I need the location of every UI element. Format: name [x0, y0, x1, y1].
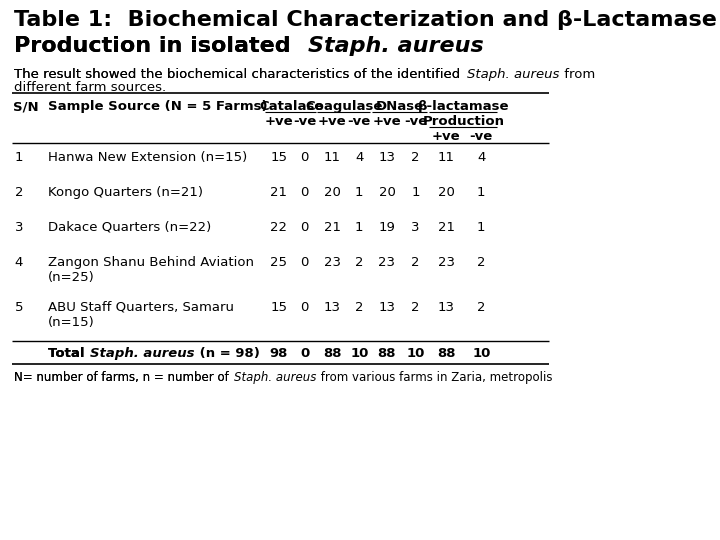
Text: 20: 20 — [323, 186, 341, 199]
Text: Total: Total — [48, 347, 89, 360]
Text: Staph. aureus: Staph. aureus — [308, 36, 484, 56]
Text: 0: 0 — [300, 301, 309, 314]
Text: N= number of farms, n = number of: N= number of farms, n = number of — [14, 371, 233, 384]
Text: 1: 1 — [477, 221, 485, 234]
Text: 21: 21 — [323, 221, 341, 234]
Text: 15: 15 — [270, 151, 287, 164]
Text: 2: 2 — [355, 301, 364, 314]
Text: 4: 4 — [15, 256, 23, 269]
Text: 0: 0 — [300, 347, 310, 360]
Text: 2: 2 — [355, 256, 364, 269]
Text: 88: 88 — [437, 347, 456, 360]
Text: 19: 19 — [379, 221, 395, 234]
Text: Sample Source (N = 5 Farms): Sample Source (N = 5 Farms) — [48, 100, 268, 113]
Text: 0: 0 — [300, 256, 309, 269]
Text: 23: 23 — [379, 256, 395, 269]
Text: Dakace Quarters (n=22): Dakace Quarters (n=22) — [48, 221, 212, 234]
Text: 1: 1 — [15, 151, 23, 164]
Text: 4: 4 — [477, 151, 485, 164]
Text: -ve: -ve — [404, 115, 427, 128]
Text: +ve: +ve — [373, 115, 401, 128]
Text: 2: 2 — [15, 186, 23, 199]
Text: 1: 1 — [355, 186, 364, 199]
Text: Production: Production — [423, 115, 505, 128]
Text: Production in isolated: Production in isolated — [14, 36, 306, 56]
Text: 88: 88 — [323, 347, 341, 360]
Text: -ve: -ve — [469, 130, 493, 143]
Text: 2: 2 — [411, 301, 420, 314]
Text: -ve: -ve — [348, 115, 371, 128]
Text: 1: 1 — [411, 186, 420, 199]
Text: 25: 25 — [270, 256, 287, 269]
Text: Staph. aureus: Staph. aureus — [234, 371, 316, 384]
Text: 20: 20 — [379, 186, 395, 199]
Text: 13: 13 — [379, 301, 395, 314]
Text: 0: 0 — [300, 151, 309, 164]
Text: ABU Staff Quarters, Samaru
(n=15): ABU Staff Quarters, Samaru (n=15) — [48, 301, 234, 329]
Text: Staph. aureus: Staph. aureus — [467, 68, 559, 81]
Text: 0: 0 — [300, 186, 309, 199]
Text: +ve: +ve — [318, 115, 346, 128]
Text: 3: 3 — [15, 221, 23, 234]
Text: 13: 13 — [438, 301, 455, 314]
Text: S/N: S/N — [13, 100, 39, 113]
Text: 0: 0 — [300, 221, 309, 234]
Text: 13: 13 — [323, 301, 341, 314]
Text: DNase: DNase — [376, 100, 424, 113]
Text: The result showed the biochemical characteristics of the identified: The result showed the biochemical charac… — [14, 68, 464, 81]
Text: -ve: -ve — [293, 115, 316, 128]
Text: Production in isolated: Production in isolated — [14, 36, 306, 56]
Text: 21: 21 — [438, 221, 455, 234]
Text: 98: 98 — [269, 347, 288, 360]
Text: 20: 20 — [438, 186, 454, 199]
Text: from various farms in Zaria, metropolis: from various farms in Zaria, metropolis — [317, 371, 552, 384]
Text: 2: 2 — [411, 256, 420, 269]
Text: Kongo Quarters (n=21): Kongo Quarters (n=21) — [48, 186, 203, 199]
Text: β-lactamase: β-lactamase — [418, 100, 510, 113]
Text: 10: 10 — [406, 347, 425, 360]
Text: 2: 2 — [411, 151, 420, 164]
Text: +ve: +ve — [432, 130, 461, 143]
Text: Zangon Shanu Behind Aviation
(n=25): Zangon Shanu Behind Aviation (n=25) — [48, 256, 254, 284]
Text: +ve: +ve — [264, 115, 293, 128]
Text: Table 1:  Biochemical Characterization and β-Lactamase: Table 1: Biochemical Characterization an… — [14, 10, 717, 30]
Text: 1: 1 — [355, 221, 364, 234]
Text: 23: 23 — [323, 256, 341, 269]
Text: Staph. aureus: Staph. aureus — [90, 347, 194, 360]
Text: from: from — [560, 68, 595, 81]
Text: Hanwa New Extension (n=15): Hanwa New Extension (n=15) — [48, 151, 248, 164]
Text: 1: 1 — [477, 186, 485, 199]
Text: 10: 10 — [350, 347, 369, 360]
Text: 5: 5 — [15, 301, 23, 314]
Text: Catalase: Catalase — [259, 100, 323, 113]
Text: 15: 15 — [270, 301, 287, 314]
Text: 3: 3 — [411, 221, 420, 234]
Text: different farm sources.: different farm sources. — [14, 81, 166, 94]
Text: Coagulase: Coagulase — [306, 100, 383, 113]
Text: 22: 22 — [270, 221, 287, 234]
Text: (n = 98): (n = 98) — [195, 347, 260, 360]
Text: 2: 2 — [477, 301, 485, 314]
Text: 88: 88 — [378, 347, 396, 360]
Text: 10: 10 — [472, 347, 490, 360]
Text: 13: 13 — [379, 151, 395, 164]
Text: N= number of farms, n = number of: N= number of farms, n = number of — [14, 371, 233, 384]
Text: 23: 23 — [438, 256, 455, 269]
Text: 2: 2 — [477, 256, 485, 269]
Text: 11: 11 — [438, 151, 455, 164]
Text: 4: 4 — [355, 151, 364, 164]
Text: 11: 11 — [323, 151, 341, 164]
Text: Total: Total — [48, 347, 89, 360]
Text: The result showed the biochemical characteristics of the identified: The result showed the biochemical charac… — [14, 68, 464, 81]
Text: 21: 21 — [270, 186, 287, 199]
